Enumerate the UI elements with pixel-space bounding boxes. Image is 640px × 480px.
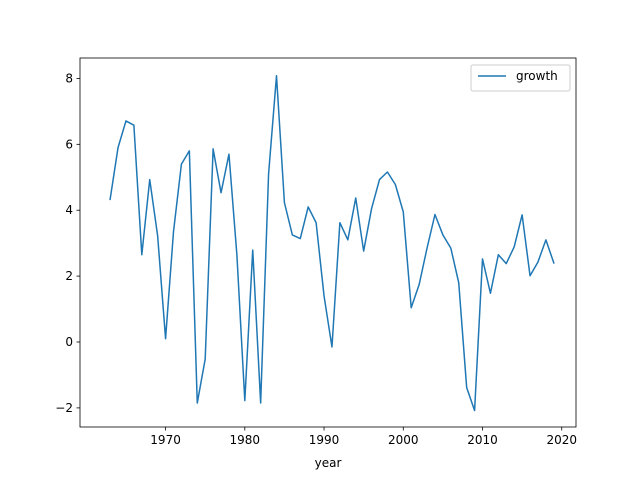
x-axis: 1970 1980 1990 2000 2010 2020 — [150, 427, 577, 447]
plot-frame — [79, 57, 577, 428]
x-tick-label: 2000 — [388, 433, 419, 447]
legend: growth — [470, 64, 571, 92]
x-tick-label: 1970 — [150, 433, 181, 447]
y-tick-label: 4 — [65, 203, 73, 217]
y-tick-label: 8 — [65, 71, 73, 85]
legend-box — [470, 64, 571, 92]
x-tick-label: 2010 — [467, 433, 498, 447]
y-tick-label: 0 — [65, 335, 73, 349]
x-tick-label: 1980 — [230, 433, 261, 447]
y-tick-label: 6 — [65, 137, 73, 151]
x-tick-label: 1990 — [309, 433, 340, 447]
y-tick-label: 2 — [65, 269, 73, 283]
chart-marks — [109, 75, 555, 412]
series-line-growth — [109, 75, 555, 412]
x-tick-label: 2020 — [546, 433, 577, 447]
x-axis-label: year — [315, 456, 342, 470]
y-tick-label: −2 — [55, 401, 73, 415]
y-axis: −2 0 2 4 6 8 — [55, 71, 80, 415]
legend-label-growth: growth — [516, 69, 558, 83]
